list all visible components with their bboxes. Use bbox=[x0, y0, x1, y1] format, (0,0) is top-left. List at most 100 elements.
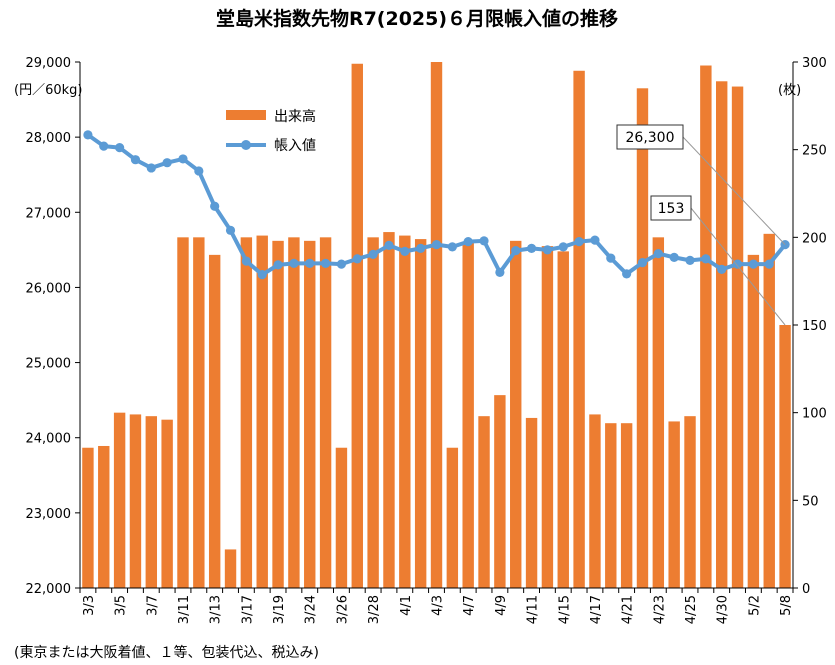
right-tick-label: 0 bbox=[802, 582, 810, 597]
price-point-3/24 bbox=[305, 258, 315, 268]
price-point-4/17 bbox=[590, 235, 600, 245]
price-point-3/14 bbox=[225, 225, 236, 235]
price-point-4/24 bbox=[669, 252, 679, 262]
x-tick-label: 3/3 bbox=[82, 595, 97, 616]
volume-bar-4/22 bbox=[636, 88, 649, 589]
volume-bar-4/3 bbox=[430, 62, 443, 588]
price-point-3/5 bbox=[115, 143, 125, 153]
left-tick-label: 29,000 bbox=[26, 56, 72, 71]
price-point-4/23 bbox=[653, 249, 663, 259]
volume-bar-5/1 bbox=[731, 86, 744, 589]
left-tick-label: 27,000 bbox=[26, 206, 72, 221]
x-tick-label: 3/5 bbox=[114, 595, 129, 616]
price-point-4/22 bbox=[637, 258, 648, 268]
x-tick-label: 4/3 bbox=[431, 595, 446, 616]
price-point-3/28 bbox=[368, 249, 378, 259]
callout-volume-last-label: 153 bbox=[658, 201, 685, 217]
right-tick-label: 200 bbox=[802, 231, 827, 246]
volume-bar-4/7 bbox=[462, 242, 474, 588]
volume-bar-3/17 bbox=[240, 237, 253, 588]
volume-bar-3/24 bbox=[304, 240, 316, 588]
x-tick-label: 3/28 bbox=[367, 595, 382, 624]
volume-bar-4/25 bbox=[684, 416, 696, 588]
x-tick-label: 5/8 bbox=[779, 595, 794, 616]
volume-bar-4/30 bbox=[716, 81, 728, 588]
volume-bar-4/24 bbox=[668, 421, 680, 588]
price-point-4/10 bbox=[511, 246, 521, 256]
price-point-4/14 bbox=[542, 245, 553, 255]
volume-bar-3/4 bbox=[98, 445, 110, 588]
x-tick-label: 4/1 bbox=[399, 595, 414, 616]
x-tick-label: 4/21 bbox=[621, 595, 636, 624]
right-tick-label: 100 bbox=[802, 407, 827, 422]
left-tick-label: 22,000 bbox=[26, 582, 72, 597]
volume-bar-4/2 bbox=[414, 239, 427, 588]
price-point-5/7 bbox=[764, 259, 774, 269]
price-point-4/30 bbox=[717, 264, 727, 274]
volume-bar-3/12 bbox=[193, 237, 205, 588]
price-point-3/11 bbox=[178, 154, 188, 164]
volume-bar-3/10 bbox=[161, 419, 173, 588]
x-tick-label: 4/9 bbox=[494, 595, 509, 616]
price-point-3/6 bbox=[130, 155, 141, 165]
volume-bar-3/19 bbox=[272, 240, 284, 588]
price-point-3/7 bbox=[146, 163, 156, 173]
price-point-5/1 bbox=[732, 259, 743, 269]
price-point-3/25 bbox=[320, 258, 331, 268]
settlement-price-line bbox=[83, 130, 790, 280]
x-tick-label: 4/7 bbox=[462, 595, 477, 616]
price-point-4/8 bbox=[479, 236, 489, 246]
volume-bar-4/10 bbox=[510, 240, 522, 588]
left-tick-label: 26,000 bbox=[26, 281, 72, 296]
volume-bar-4/14 bbox=[541, 246, 554, 588]
x-tick-label: 4/15 bbox=[557, 595, 572, 624]
x-tick-label: 4/25 bbox=[684, 595, 699, 624]
price-point-3/4 bbox=[99, 141, 109, 151]
price-point-3/19 bbox=[273, 260, 283, 270]
left-tick-label: 23,000 bbox=[26, 507, 72, 522]
volume-bar-3/18 bbox=[256, 235, 268, 588]
price-point-3/21 bbox=[289, 258, 299, 268]
volume-bar-3/7 bbox=[145, 416, 158, 588]
chart-title: 堂島米指数先物R7(2025)６月限帳入値の推移 bbox=[216, 7, 618, 30]
price-point-4/1 bbox=[400, 246, 410, 256]
left-tick-label: 25,000 bbox=[26, 357, 72, 372]
callout-price-last-box bbox=[616, 124, 684, 150]
volume-bar-4/4 bbox=[446, 447, 459, 588]
price-point-4/9 bbox=[495, 267, 505, 277]
volume-bar-3/28 bbox=[367, 237, 379, 588]
price-point-3/31 bbox=[384, 240, 394, 250]
x-axis-ticks: 3/3 3/5 3/7 3/11 3/13 3/17 3/19 3/24 3/26 3/28 4/1… bbox=[79, 588, 794, 624]
price-point-4/25 bbox=[685, 255, 695, 265]
volume-bar-5/2 bbox=[747, 254, 760, 588]
volume-bar-3/14 bbox=[224, 549, 237, 588]
volume-bar-4/8 bbox=[478, 416, 490, 588]
x-tick-label: 3/11 bbox=[177, 595, 192, 624]
callout-price-last-leader bbox=[682, 136, 786, 245]
price-point-3/26 bbox=[336, 259, 347, 269]
x-tick-label: 5/2 bbox=[747, 595, 762, 616]
volume-bar-4/1 bbox=[399, 235, 411, 588]
price-point-4/2 bbox=[416, 243, 426, 253]
callout-price-last-label: 26,300 bbox=[626, 130, 675, 146]
x-tick-label: 3/17 bbox=[240, 595, 255, 624]
right-axis-unit: (枚) bbox=[778, 83, 801, 98]
price-point-3/27 bbox=[352, 254, 362, 264]
x-tick-label: 3/19 bbox=[272, 595, 287, 624]
price-point-4/15 bbox=[558, 242, 568, 252]
volume-bar-3/5 bbox=[113, 412, 126, 588]
x-tick-label: 4/11 bbox=[526, 595, 541, 624]
volume-bar-3/31 bbox=[383, 232, 395, 588]
volume-bar-5/8 bbox=[779, 325, 791, 588]
price-point-3/13 bbox=[210, 201, 220, 211]
volume-bar-3/27 bbox=[351, 63, 363, 588]
price-point-4/16 bbox=[574, 236, 584, 247]
x-tick-label: 3/26 bbox=[335, 595, 350, 624]
volume-bar-3/26 bbox=[335, 447, 348, 588]
price-point-3/3 bbox=[83, 130, 93, 140]
left-axis-unit: (円／60kg) bbox=[14, 83, 82, 98]
legend-swatch-volume bbox=[226, 110, 266, 120]
right-tick-label: 150 bbox=[802, 319, 827, 334]
x-tick-label: 4/30 bbox=[716, 595, 731, 624]
